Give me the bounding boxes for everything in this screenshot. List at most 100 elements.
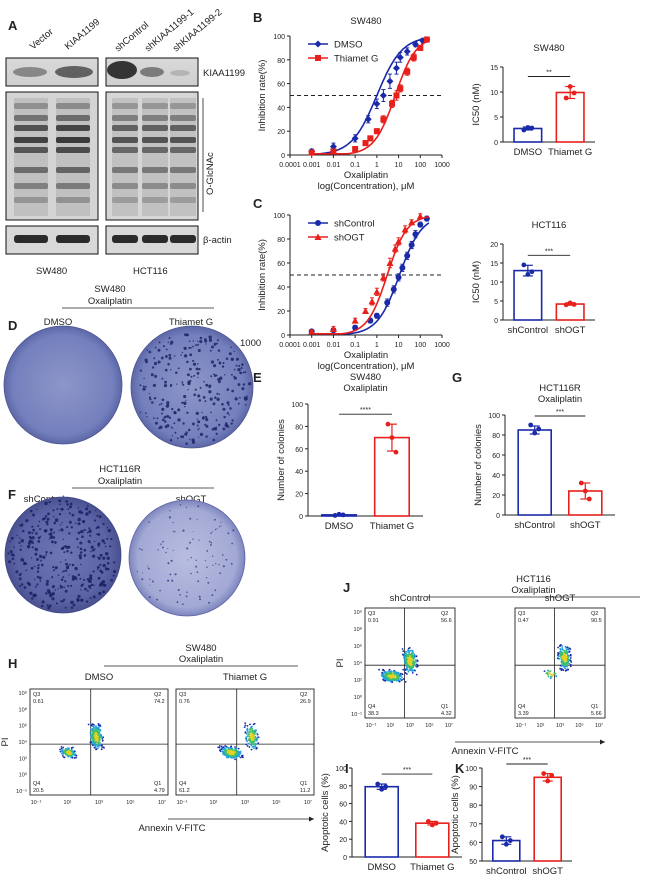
colony [146, 565, 148, 567]
colony [110, 578, 113, 582]
flow-event [253, 739, 256, 742]
colony [233, 368, 236, 371]
colony [58, 512, 62, 516]
colony [231, 419, 234, 422]
band [14, 125, 48, 131]
flow-event [563, 667, 566, 669]
flow-event [245, 736, 248, 739]
colony [63, 551, 66, 554]
colony [143, 377, 145, 380]
colony [170, 426, 173, 429]
colony [64, 589, 68, 593]
flow-event [230, 745, 233, 748]
colony [23, 586, 27, 589]
colonies-thiamet [139, 333, 252, 445]
flow-event [404, 681, 407, 683]
colony [68, 532, 71, 535]
colony [60, 600, 63, 603]
colony [102, 563, 106, 568]
x-tick-label: Thiamet G [410, 862, 454, 873]
flow-plot-label: Thiamet G [223, 672, 267, 683]
colony [106, 537, 109, 540]
flow-event [234, 751, 236, 754]
colony [204, 338, 207, 341]
bar-Thiamet G [414, 822, 450, 858]
colony [69, 505, 72, 509]
data-point [567, 84, 573, 89]
flow-event [393, 677, 395, 680]
colony [208, 335, 212, 339]
data-point [563, 302, 569, 308]
colony [216, 528, 218, 529]
colony [33, 565, 36, 568]
x-tick-label: 10⁵ [126, 799, 134, 806]
colony [61, 521, 63, 524]
flow-event [543, 670, 546, 672]
colony [79, 551, 83, 554]
colony [218, 563, 220, 566]
y-axis-label: Apoptotic cells (%) [320, 773, 331, 852]
quadrant-name: Q2 [441, 611, 448, 617]
panel-f-title-cell: HCT116R [99, 464, 141, 475]
colony [153, 357, 156, 360]
colony [41, 517, 45, 521]
data-point [386, 259, 394, 266]
flow-event [246, 740, 249, 743]
colony [93, 584, 95, 586]
x-tick-label: Thiamet G [370, 521, 414, 532]
colony [78, 554, 82, 558]
colony [210, 411, 212, 414]
colony [198, 367, 201, 371]
flow-event [254, 733, 256, 736]
colony [167, 362, 170, 366]
colony [106, 561, 110, 565]
significance-label: *** [556, 409, 564, 416]
colony [45, 550, 48, 554]
colony [177, 367, 180, 370]
blot-label-kiaa1199: KIAA1199 [203, 68, 245, 79]
x-tick-label: DMSO [514, 147, 543, 158]
quadrant-name: Q4 [368, 704, 375, 710]
data-point [408, 242, 415, 248]
flow-event [559, 650, 562, 653]
significance-label: **** [360, 407, 371, 414]
colony [88, 527, 91, 530]
flow-event [409, 653, 412, 656]
flow-event [567, 648, 569, 651]
colony [76, 537, 79, 541]
flow-event [248, 737, 251, 740]
legend-label: shControl [334, 219, 375, 230]
flow-event [244, 731, 247, 734]
colony [60, 578, 64, 581]
flow-event [407, 649, 410, 651]
colony [222, 565, 225, 568]
flow-event [555, 675, 558, 678]
flow-event [93, 738, 95, 741]
colony [213, 373, 215, 376]
colony [189, 541, 192, 544]
colony [181, 382, 184, 384]
flow-event [62, 752, 65, 755]
dish-thiamet [130, 325, 254, 449]
colony [92, 554, 96, 558]
colony [36, 583, 39, 586]
colony [13, 546, 15, 548]
colony [208, 601, 211, 604]
colony [212, 402, 216, 406]
flow-event [91, 738, 94, 740]
colony [71, 513, 75, 517]
colony [159, 425, 163, 429]
flow-event [93, 731, 95, 733]
chart-i-apoptosis: 0 20 40 60 80 100 Apoptotic cells (%) DMSO Thiam… [320, 766, 462, 873]
colony [15, 570, 19, 574]
colony [34, 547, 36, 550]
flow-event [384, 678, 387, 681]
data-point [525, 272, 531, 277]
colony [68, 563, 71, 566]
colony [149, 398, 152, 401]
significance-label: ** [546, 70, 552, 77]
x-tick-label: 10³ [95, 800, 103, 806]
colony [74, 566, 78, 571]
flow-event [559, 656, 562, 658]
